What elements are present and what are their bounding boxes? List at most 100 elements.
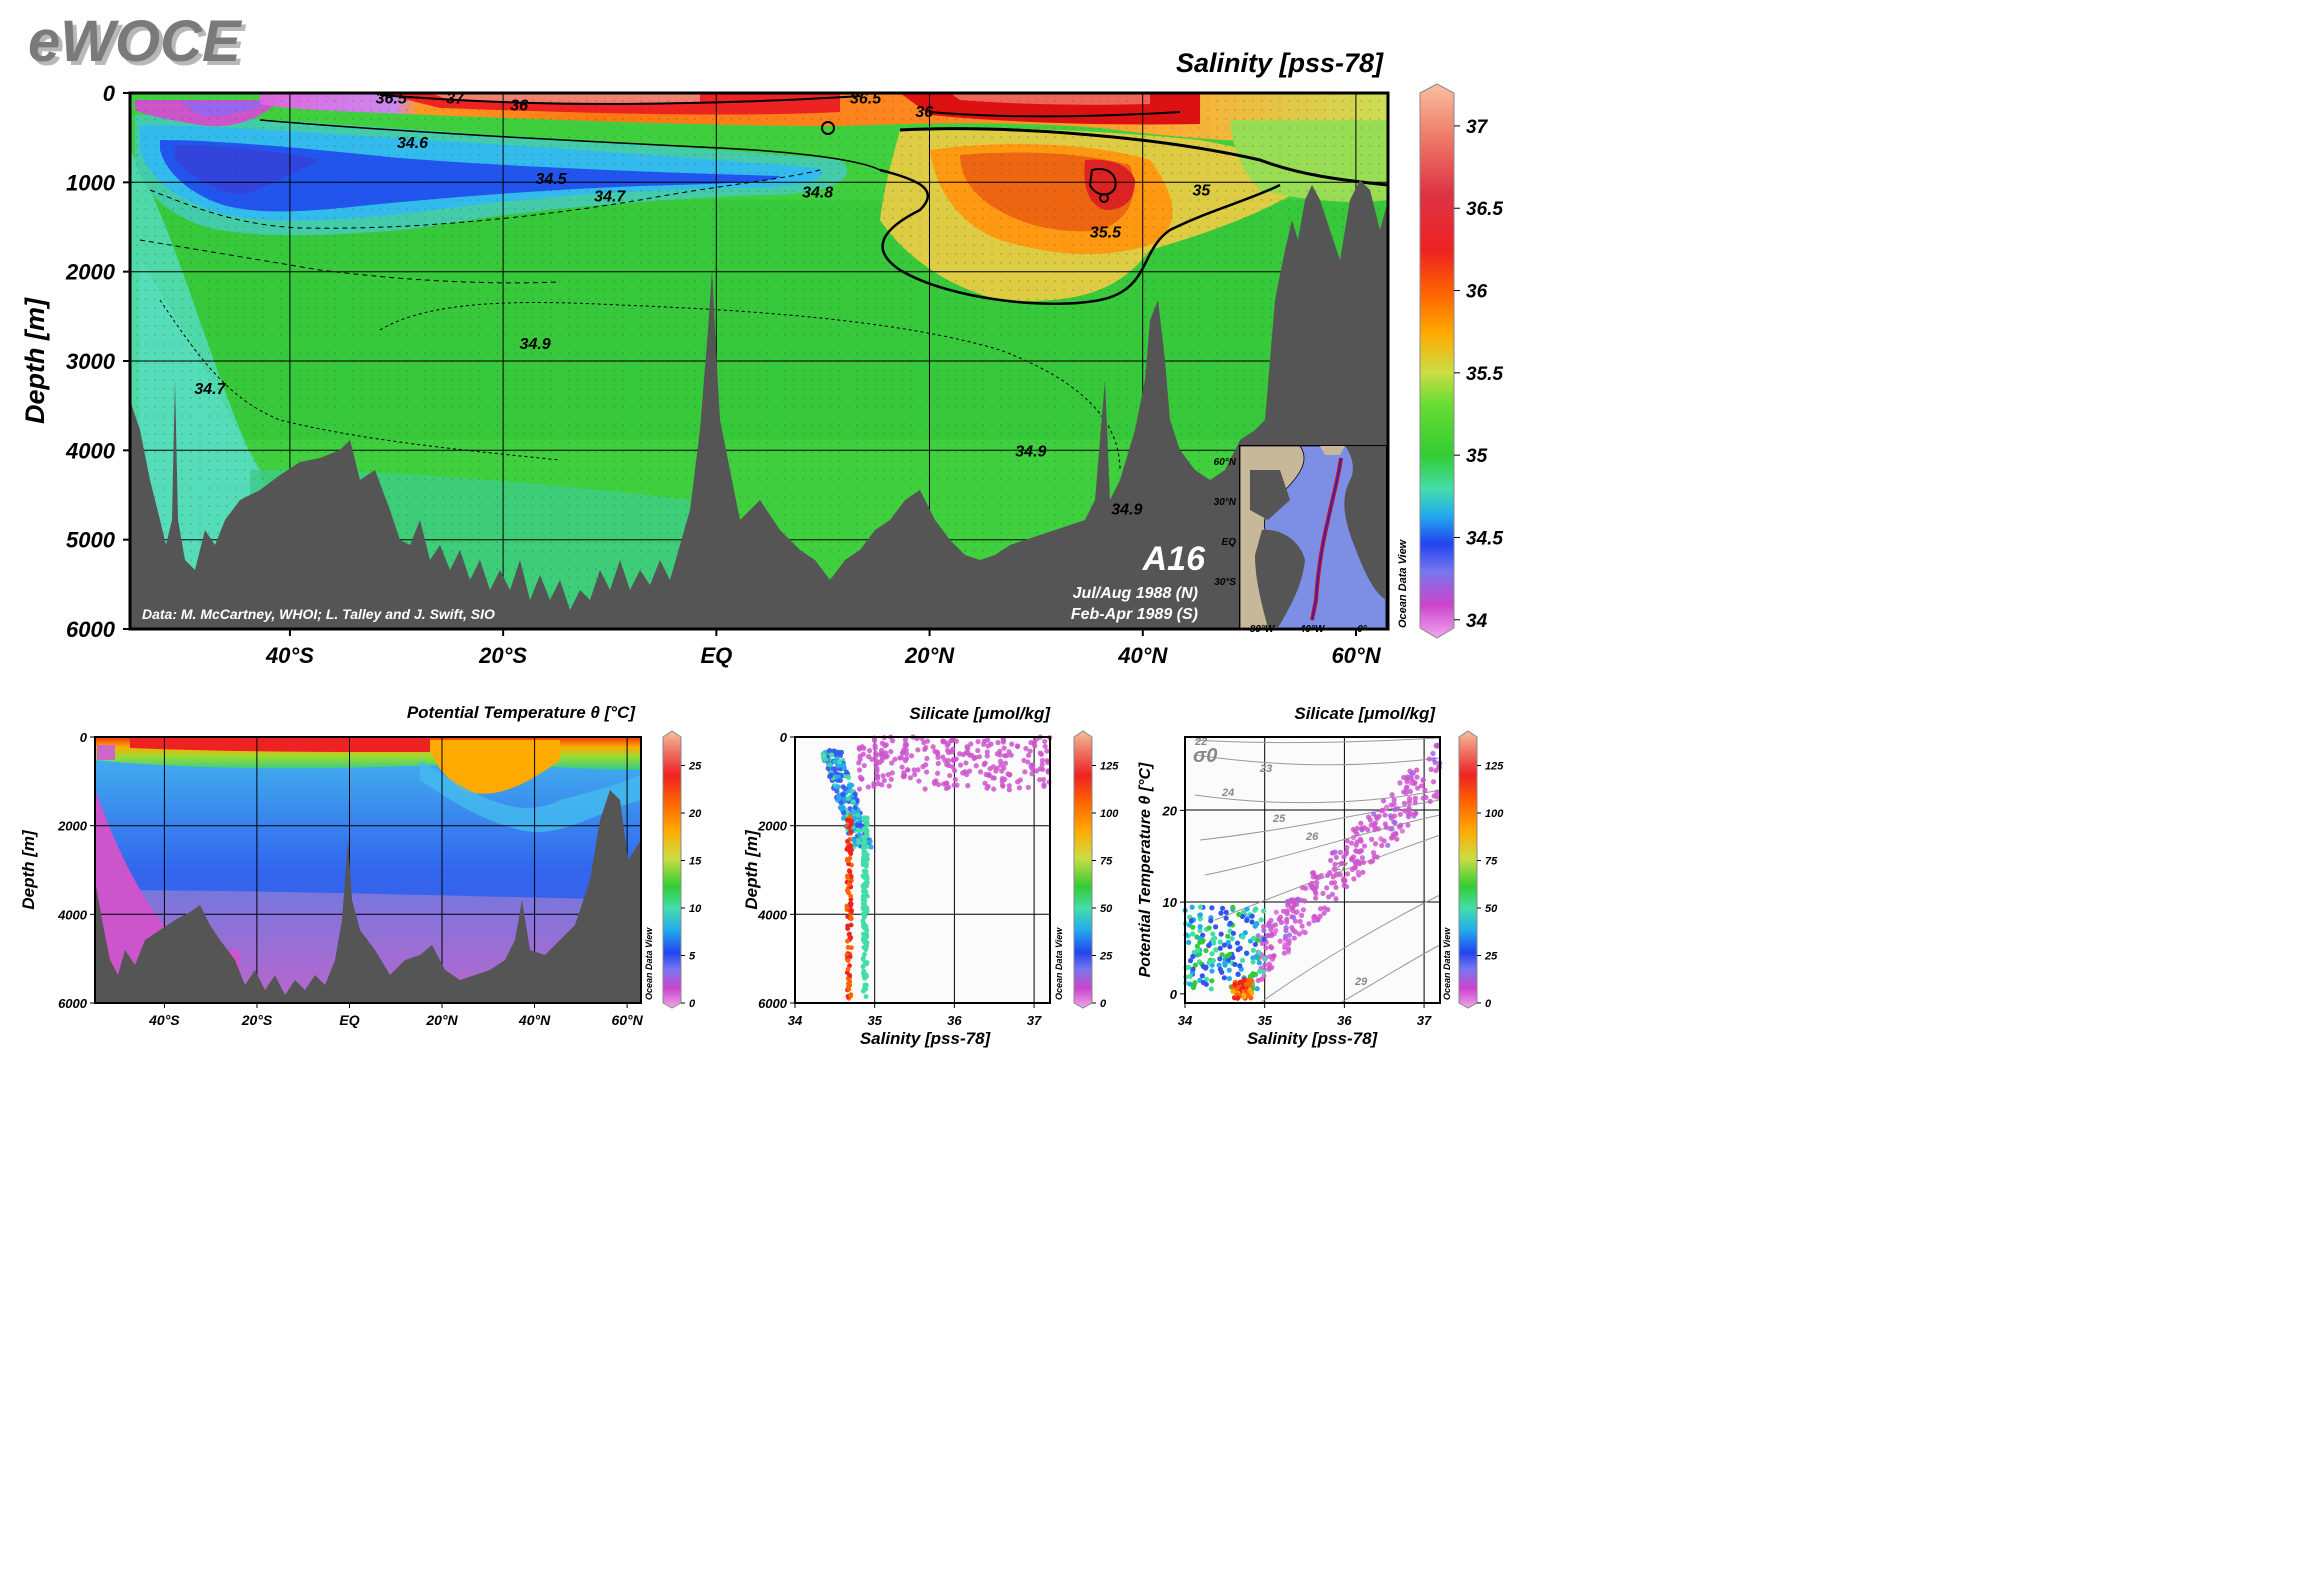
scatter-point (1240, 934, 1246, 940)
scatter-point (1266, 920, 1272, 926)
scatter-point (1239, 957, 1246, 963)
scatter-point (1037, 750, 1043, 756)
scatter-point (1403, 785, 1409, 791)
scatter-point (1412, 799, 1418, 806)
contour-label: 34.9 (1015, 443, 1046, 460)
scatter-point (1216, 962, 1222, 968)
scatter-point (1223, 915, 1229, 921)
scatter-point (845, 926, 851, 931)
scatter-point (1230, 930, 1236, 936)
scatter-point (1360, 869, 1366, 875)
scatter-point (899, 764, 905, 770)
scatter-point (1412, 810, 1419, 816)
scatter-point (1041, 781, 1047, 788)
scatter-point (1401, 800, 1408, 806)
theta-axis-ticks: 40°S 20°S EQ 20°N 40°N 60°N 0 2000 4000 6000 (57, 730, 644, 1028)
odv-brand: Ocean Data View (1054, 927, 1064, 1000)
inset-lon-label: 80°W (1250, 624, 1276, 635)
scatter-point (1309, 870, 1316, 876)
contour-label: 34.5 (536, 171, 568, 188)
main-y-axis-label: Depth [m] (20, 297, 50, 424)
scatter-point (945, 757, 952, 764)
scatter-point (1250, 971, 1256, 977)
scatter-point (1341, 854, 1347, 860)
scatter-point (923, 769, 930, 775)
scatter-point (848, 935, 854, 941)
y-tick-label: 6000 (58, 996, 88, 1011)
colorbar-tick-label: 75 (1485, 856, 1498, 868)
scatter-point (847, 973, 853, 978)
scatter-point (953, 738, 959, 744)
scatter-point (1230, 904, 1236, 911)
scatter-point (1380, 807, 1386, 813)
scatter-point (1209, 951, 1215, 957)
colorbar-tick-label: 5 (689, 951, 696, 963)
ts-plot-frame (1184, 736, 1441, 1004)
scatter-point (855, 812, 861, 818)
scatter-point (861, 845, 866, 851)
data-credit: Data: M. McCartney, WHOI; L. Talley and … (142, 606, 495, 622)
scatter-point (1324, 872, 1331, 878)
scatter-point (1351, 876, 1357, 882)
main-contour-labels: 36.5 37 36 36.5 36 34.6 34.5 34.7 34.8 35 35.5 34.9… (194, 90, 1211, 518)
scatter-point (907, 775, 914, 781)
scatter-point (1430, 750, 1436, 757)
scatter-point (1354, 858, 1360, 864)
scatter-point (1332, 849, 1338, 855)
x-tick-label: 35 (1257, 1013, 1272, 1028)
scatter-point (1392, 830, 1399, 837)
scatter-point (1292, 918, 1299, 924)
scatter-point (1404, 774, 1410, 780)
scatter-point (1408, 780, 1414, 786)
scatter-point (847, 869, 853, 874)
scatter-point (1250, 935, 1257, 942)
contour-label: 35 (1193, 182, 1212, 199)
scatter-point (1213, 947, 1219, 953)
cruise-south: Feb-Apr 1989 (S) (1071, 606, 1198, 623)
scatter-point (1430, 779, 1437, 785)
scatter-point (850, 799, 856, 805)
scatter-point (846, 774, 852, 781)
scatter-point (981, 761, 987, 768)
scatter-point (845, 875, 851, 881)
scatter-point (1262, 962, 1268, 968)
colorbar-tick-label: 100 (1100, 808, 1119, 820)
ts-colorbar: 0 25 50 75 100 125 (1458, 730, 1504, 1010)
scatter-point (1222, 960, 1228, 966)
scatter-point (1356, 849, 1363, 855)
scatter-point (940, 754, 946, 760)
y-tick-label: 4000 (65, 438, 116, 463)
scatter-point (1241, 977, 1247, 983)
sd-y-axis-label: Depth [m] (742, 829, 761, 910)
scatter-point (1002, 753, 1008, 759)
scatter-point (856, 767, 863, 773)
scatter-point (1300, 929, 1306, 935)
colorbar-tick-label: 25 (1099, 951, 1113, 963)
scatter-point (1428, 766, 1434, 772)
scatter-point (1394, 836, 1400, 842)
theta-chart-title: Potential Temperature θ [°C] (407, 703, 637, 722)
scatter-point (1332, 867, 1338, 873)
scatter-point (848, 902, 854, 908)
scatter-point (904, 755, 910, 761)
contour-label: 34.6 (397, 135, 428, 152)
scatter-point (1282, 933, 1289, 939)
sd-colorbar: 0 25 50 75 100 125 (1073, 730, 1119, 1010)
scatter-point (845, 839, 850, 844)
scatter-point (986, 772, 992, 779)
scatter-point (1339, 860, 1345, 866)
scatter-point (1381, 838, 1387, 844)
scatter-point (1252, 941, 1258, 948)
colorbar-tick-label: 37 (1466, 117, 1489, 138)
scatter-point (859, 776, 865, 782)
cruise-north: Jul/Aug 1988 (N) (1073, 585, 1198, 602)
scatter-point (1187, 958, 1194, 964)
scatter-point (1189, 904, 1195, 910)
scatter-point (852, 805, 858, 811)
scatter-point (1286, 938, 1292, 944)
scatter-point (847, 806, 853, 812)
contour-label: 35.5 (1090, 224, 1122, 241)
scatter-point (1243, 950, 1250, 956)
scatter-point (940, 738, 946, 744)
scatter-point (1250, 947, 1256, 953)
